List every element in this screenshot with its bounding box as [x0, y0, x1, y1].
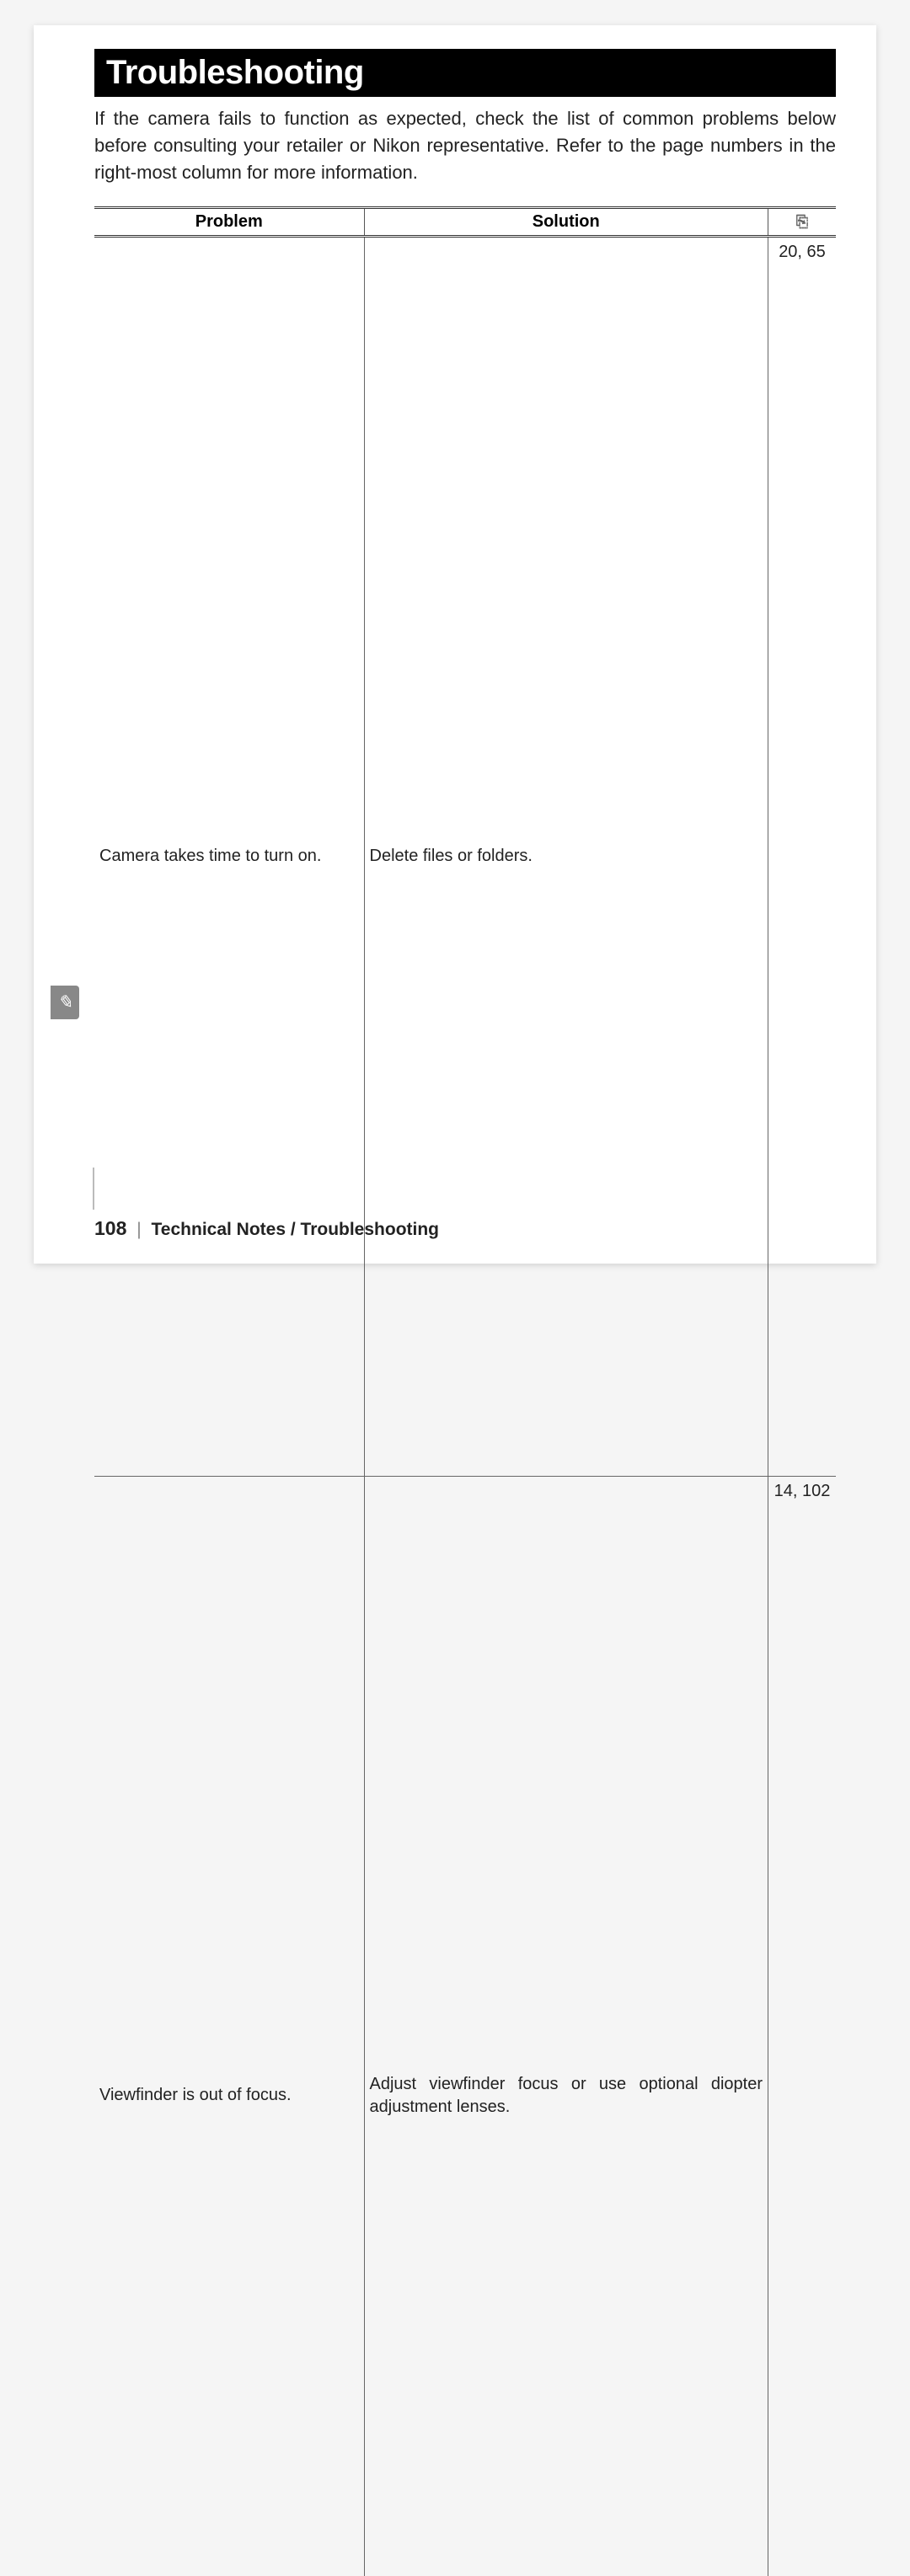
solution-cell: Delete files or folders.	[364, 236, 768, 1476]
table-row: Viewfinder is out of focus.Adjust viewfi…	[94, 1476, 836, 2576]
page-footer: 108 | Technical Notes / Troubleshooting	[94, 1217, 439, 1240]
table-row: Camera takes time to turn on.Delete file…	[94, 236, 836, 1476]
side-tab-icon: ✎	[51, 986, 79, 1019]
page-ref-cell: 14, 102	[768, 1477, 836, 2576]
solution-cell: Adjust viewfinder focus or use optional …	[364, 1476, 768, 2576]
col-problem: Problem	[94, 207, 364, 236]
intro-paragraph: If the camera fails to function as expec…	[94, 105, 836, 186]
document-page: Troubleshooting If the camera fails to f…	[34, 25, 876, 1264]
page-ref-icon: ⎘	[796, 213, 808, 231]
page-ref-cell: 20, 65	[768, 238, 836, 1476]
page-title: Troubleshooting	[94, 49, 836, 97]
col-page-ref: ⎘	[768, 207, 837, 236]
problem-cell: Camera takes time to turn on.	[94, 236, 364, 1476]
troubleshooting-table: Problem Solution ⎘ Camera takes time to …	[94, 206, 836, 2576]
col-solution: Solution	[364, 207, 768, 236]
page-number: 108	[94, 1217, 126, 1239]
table-header-row: Problem Solution ⎘	[94, 207, 836, 236]
section-name: Technical Notes / Troubleshooting	[152, 1220, 439, 1239]
problem-cell: Viewfinder is out of focus.	[94, 1476, 364, 2576]
footer-rule	[93, 1168, 94, 1210]
